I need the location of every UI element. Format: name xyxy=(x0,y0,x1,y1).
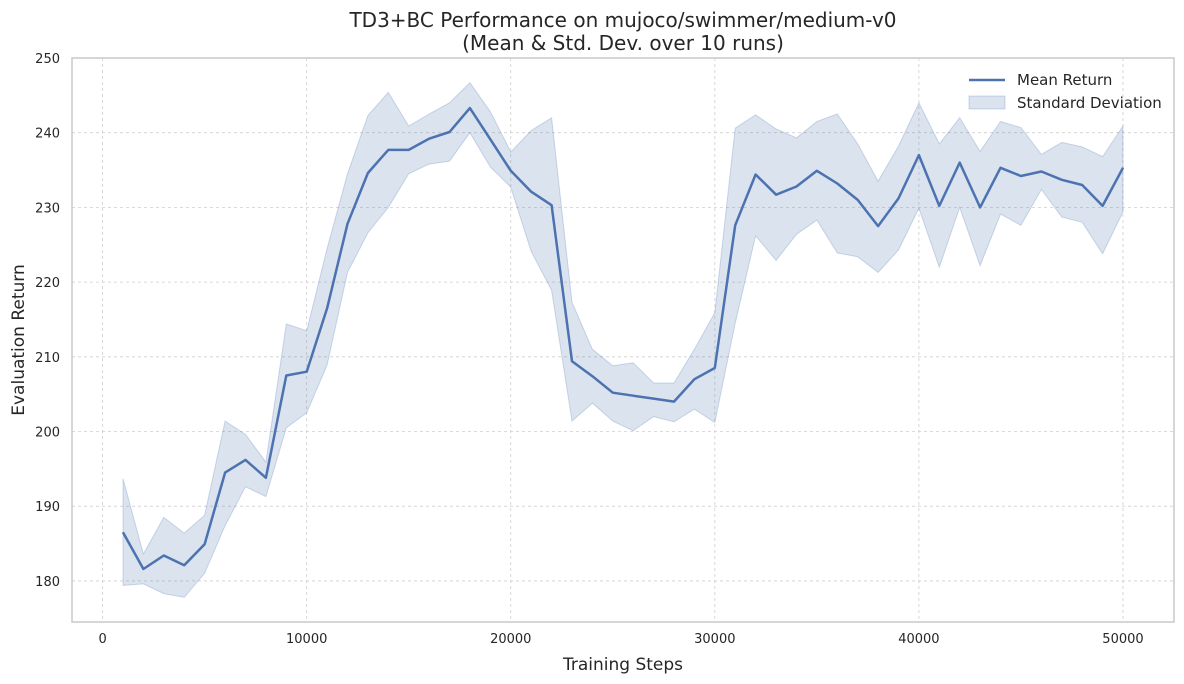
x-tick-label: 40000 xyxy=(898,632,939,647)
data-point xyxy=(489,138,491,140)
data-point xyxy=(693,378,695,380)
data-point xyxy=(1081,184,1083,186)
data-point xyxy=(653,398,655,400)
y-axis-ticks: 180 190 200 210 220 230 240 250 xyxy=(35,52,60,590)
legend-label-std: Standard Deviation xyxy=(1017,94,1162,112)
mean-return-line xyxy=(121,106,1125,571)
data-point xyxy=(571,360,573,362)
x-tick-label: 20000 xyxy=(490,632,531,647)
data-point xyxy=(1061,179,1063,181)
data-point xyxy=(612,392,614,394)
data-point xyxy=(306,371,308,373)
std-dev-band xyxy=(122,81,1124,598)
x-axis-label: Training Steps xyxy=(562,655,683,675)
data-point xyxy=(857,199,859,201)
data-point xyxy=(347,223,348,225)
data-point xyxy=(163,555,165,557)
data-point xyxy=(1020,175,1022,177)
data-point xyxy=(183,564,185,566)
y-tick-label: 180 xyxy=(35,575,60,590)
y-tick-label: 200 xyxy=(35,426,60,441)
legend: Mean Return Standard Deviation xyxy=(968,71,1162,112)
data-point xyxy=(795,185,797,187)
data-point xyxy=(673,401,675,403)
data-point xyxy=(326,307,328,309)
data-point xyxy=(775,194,777,196)
data-point xyxy=(755,174,757,176)
data-point xyxy=(428,138,430,140)
legend-band-swatch xyxy=(968,95,1006,110)
x-tick-label: 30000 xyxy=(694,632,735,647)
data-point xyxy=(122,531,124,533)
data-point xyxy=(387,149,389,151)
data-point xyxy=(265,477,267,479)
data-point xyxy=(734,224,736,226)
data-point xyxy=(367,172,369,174)
data-point xyxy=(1000,167,1002,169)
x-tick-label: 0 xyxy=(98,632,106,647)
data-point xyxy=(1122,167,1124,169)
data-point xyxy=(408,149,410,151)
plot-frame xyxy=(71,57,1175,623)
data-point xyxy=(959,162,961,164)
data-point xyxy=(1102,205,1104,207)
y-tick-label: 210 xyxy=(35,351,60,366)
data-point xyxy=(510,170,512,172)
data-point xyxy=(224,472,226,474)
y-tick-label: 190 xyxy=(35,500,60,515)
data-point xyxy=(142,568,144,570)
data-point xyxy=(469,107,471,109)
y-tick-label: 240 xyxy=(35,127,60,142)
data-point xyxy=(1040,171,1042,173)
x-tick-label: 10000 xyxy=(286,632,327,647)
data-point xyxy=(449,131,451,133)
data-point xyxy=(714,367,716,369)
y-axis-label: Evaluation Return xyxy=(9,264,29,416)
y-tick-label: 220 xyxy=(35,276,60,291)
chart-title-line1: TD3+BC Performance on mujoco/swimmer/med… xyxy=(348,8,896,32)
legend-label-mean: Mean Return xyxy=(1017,71,1112,89)
data-point xyxy=(877,225,879,227)
data-point xyxy=(632,395,634,397)
mean-return-points xyxy=(122,107,1124,570)
y-tick-label: 230 xyxy=(35,201,60,216)
chart-title-line2: (Mean & Std. Dev. over 10 runs) xyxy=(462,31,784,55)
data-point xyxy=(551,204,553,206)
data-point xyxy=(244,459,246,461)
data-point xyxy=(591,375,593,377)
data-point xyxy=(979,206,981,208)
data-point xyxy=(836,182,838,184)
data-point xyxy=(918,154,920,156)
data-point xyxy=(204,543,206,545)
data-point xyxy=(285,374,287,376)
x-axis-ticks: 0 10000 20000 30000 40000 50000 xyxy=(98,632,1143,647)
data-point xyxy=(898,197,899,199)
y-tick-label: 250 xyxy=(35,52,60,67)
data-point xyxy=(816,170,818,172)
data-point xyxy=(938,205,940,207)
data-point xyxy=(530,191,532,193)
x-tick-label: 50000 xyxy=(1102,632,1143,647)
